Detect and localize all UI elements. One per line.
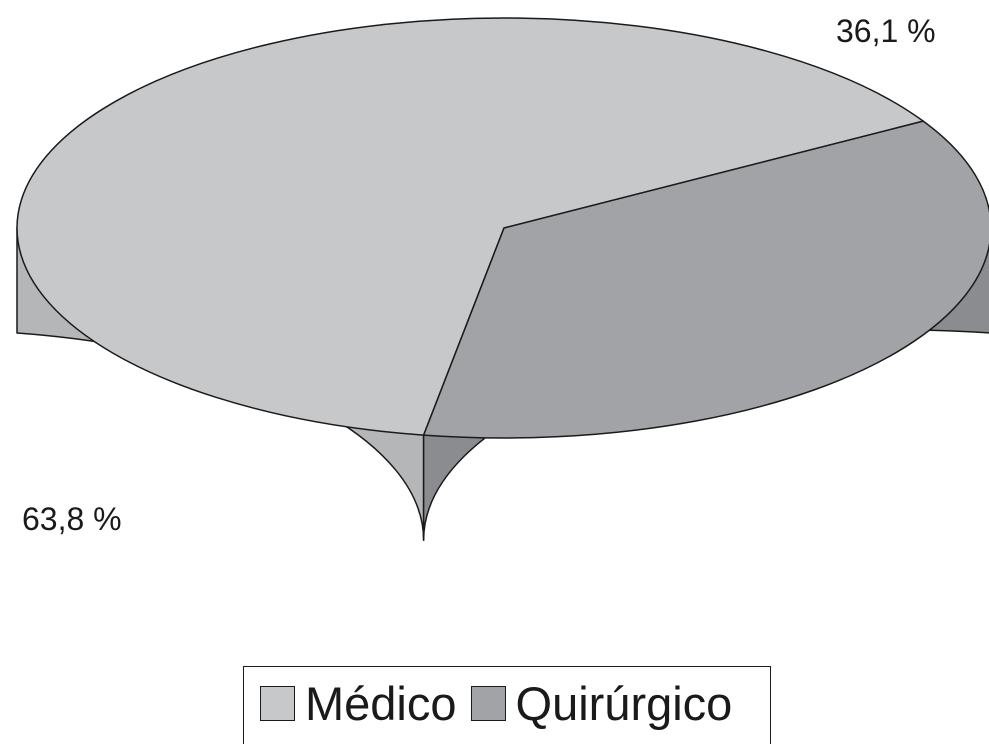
slice-label-quirurgico: 36,1 % <box>836 13 936 49</box>
legend-item-quirurgico: Quirúrgico <box>470 677 733 730</box>
pie-slice-1 <box>422 120 989 439</box>
slice-label-medico: 63,8 % <box>22 501 122 537</box>
pie-top <box>16 17 989 439</box>
legend: Médico Quirúrgico <box>243 666 771 744</box>
legend-label-quirurgico: Quirúrgico <box>515 677 733 730</box>
pie-slice-0 <box>16 17 924 436</box>
legend-label-medico: Médico <box>305 677 457 730</box>
legend-swatch-quirurgico <box>470 686 506 721</box>
legend-item-medico: Médico <box>260 680 457 727</box>
legend-swatch-medico <box>260 686 295 721</box>
